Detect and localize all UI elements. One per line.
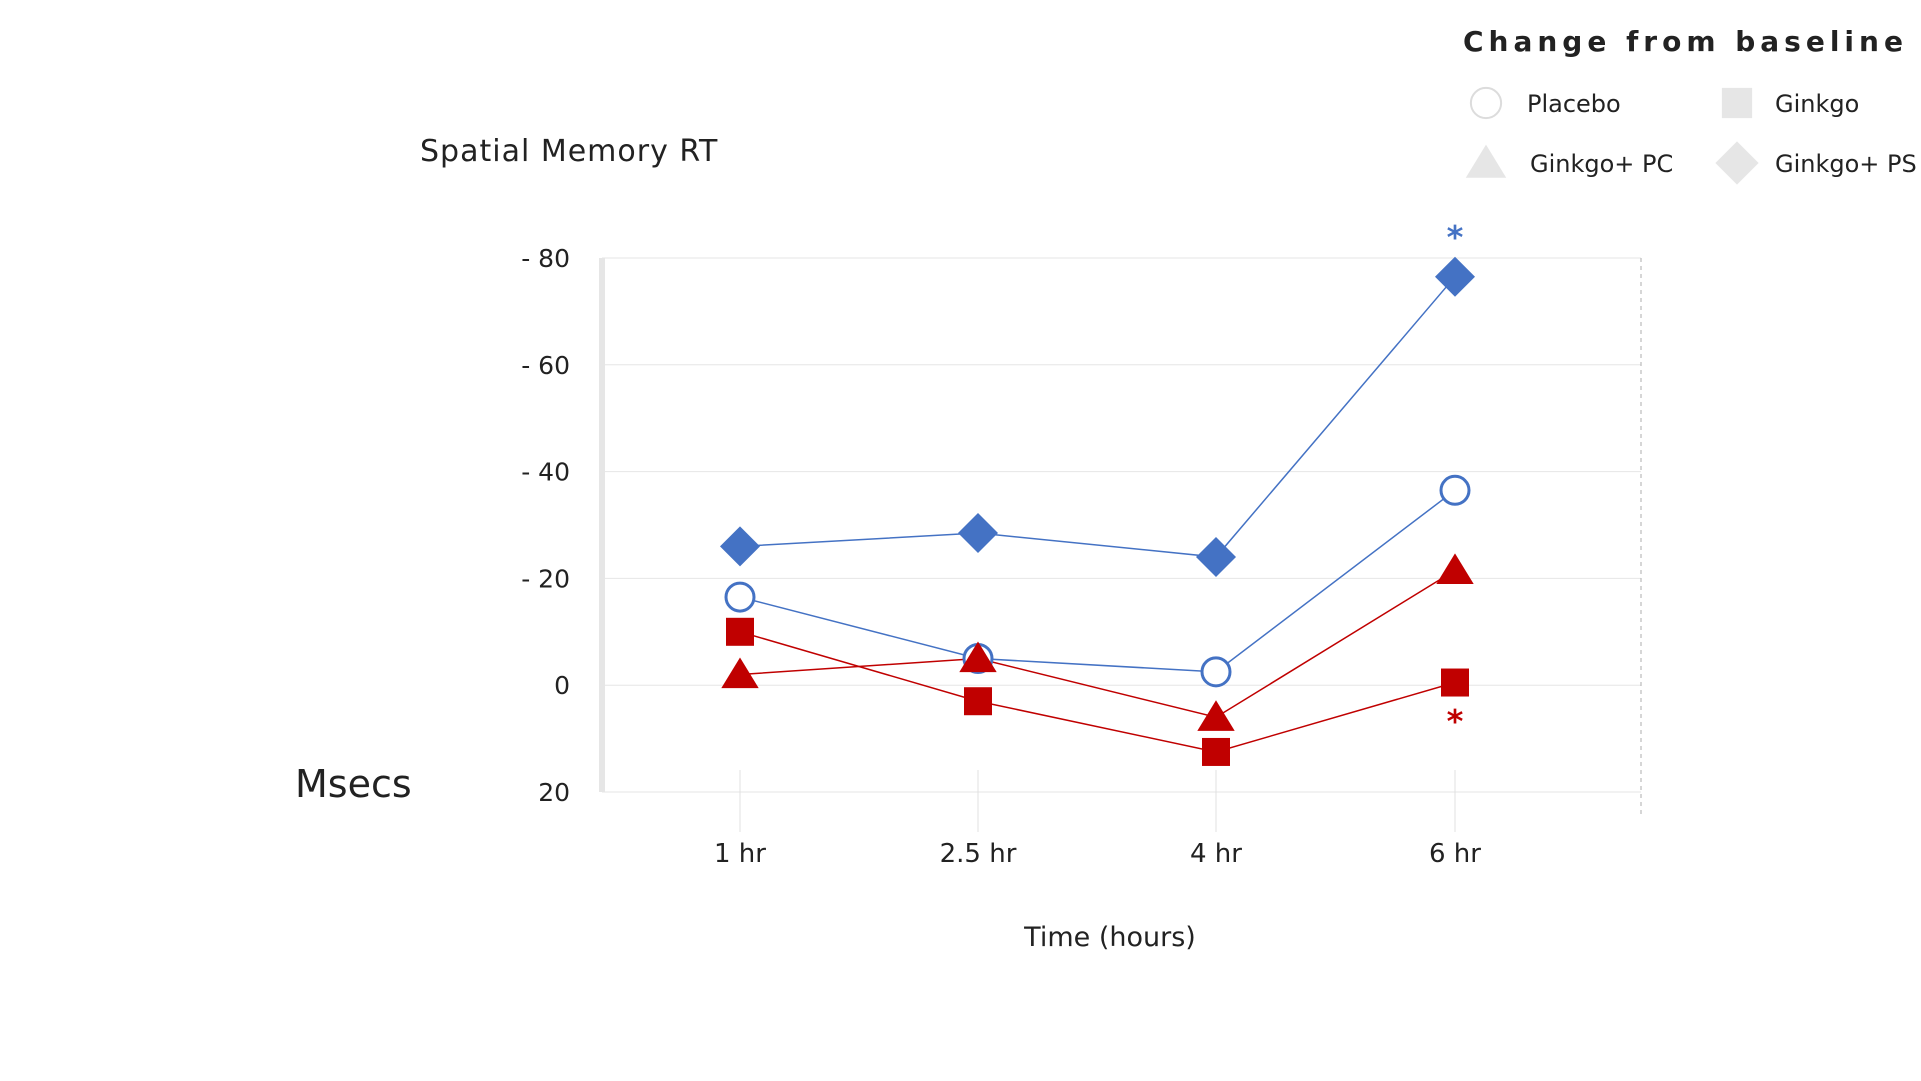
axes: - 80 - 60 - 40 - 20 0 20 1 hr 2.5 hr 4 hr 6 hr [521,244,1642,869]
circle-icon [1469,86,1503,120]
series-lines [739,276,1456,753]
series-markers [720,256,1475,766]
series-line-ginkgo [739,631,1456,753]
legend: Placebo Ginkgo Ginkgo+ PC Ginkgo+ PS [1465,86,1917,185]
data-point-placebo [724,581,756,613]
y-tick-label: - 20 [521,564,570,593]
triangle-icon [1465,144,1507,178]
chart-title: Spatial Memory RT [420,134,718,169]
legend-title: Change from baseline [1463,25,1908,58]
x-tick-label: 6 hr [1429,839,1481,869]
series-line-ginkgo-ps [739,276,1456,558]
data-point-ginkgo-pc [1197,700,1235,731]
data-point-ginkgo-pc [1436,553,1474,584]
legend-item: Placebo [1469,86,1621,120]
data-point-placebo [1200,656,1232,688]
x-tick-label: 1 hr [714,839,766,869]
legend-label: Ginkgo+ PC [1530,150,1673,178]
y-tick-label: 0 [554,671,570,700]
y-tick-label: 20 [538,778,570,807]
y-tick-label: - 80 [521,244,570,273]
legend-label: Placebo [1527,90,1621,118]
grid-lines [602,257,1641,793]
y-axis-label: Msecs [295,762,412,806]
data-point-ginkgo [1202,737,1230,766]
series-line-ginkgo-pc [739,569,1456,719]
data-point-ginkgo [1441,668,1469,697]
significance-asterisk: * [1447,219,1464,257]
data-point-ginkgo-ps [1196,537,1236,578]
x-tick-label: 4 hr [1190,839,1242,869]
legend-item: Ginkgo+ PC [1465,144,1673,178]
legend-label: Ginkgo+ PS [1775,150,1917,178]
y-tick-label: - 60 [521,351,570,380]
square-icon [1721,87,1753,119]
data-point-ginkgo-ps [720,526,760,567]
series-line-placebo [739,489,1456,673]
data-point-ginkgo-ps [1435,256,1475,297]
x-tick-label: 2.5 hr [940,839,1017,869]
diamond-icon [1715,141,1759,185]
data-point-placebo [1439,474,1471,506]
data-point-ginkgo [726,617,754,646]
y-tick-label: - 40 [521,458,570,487]
significance-asterisk: * [1447,703,1464,741]
legend-item: Ginkgo+ PS [1715,141,1917,185]
data-point-ginkgo-ps [958,513,998,554]
data-series: ** [720,219,1475,766]
legend-item: Ginkgo [1721,87,1859,119]
data-point-ginkgo-pc [959,641,997,673]
x-axis-label: Time (hours) [1023,922,1196,953]
data-point-ginkgo-pc [721,657,759,689]
legend-label: Ginkgo [1775,90,1859,118]
data-point-ginkgo [964,687,992,716]
